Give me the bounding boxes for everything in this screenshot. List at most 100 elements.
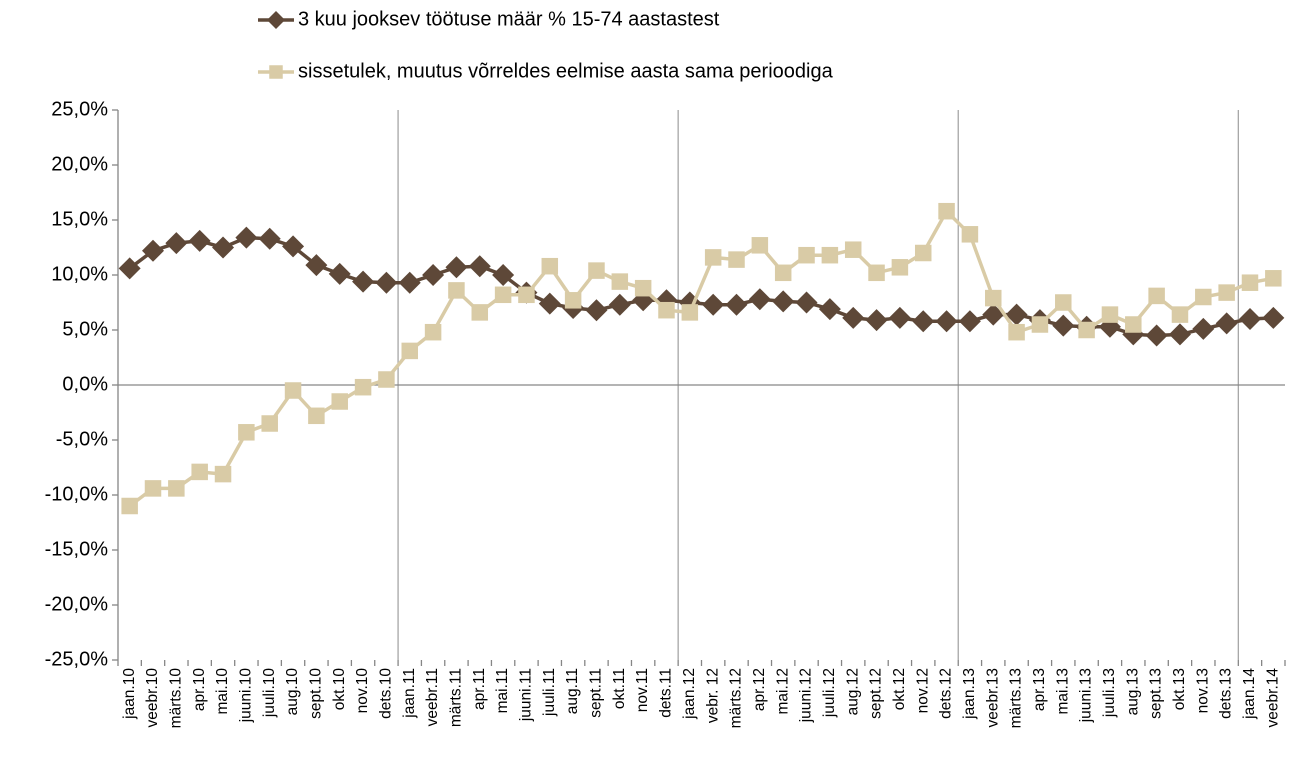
marker [168,480,185,497]
marker [1195,288,1212,306]
marker [1145,324,1168,347]
marker [331,393,348,410]
marker [935,310,958,333]
marker [121,497,138,515]
marker [611,273,629,290]
marker [1005,303,1028,326]
x-tick-label: sept.11 [588,668,605,718]
x-tick-label: okt.13 [1171,668,1188,710]
marker [538,292,561,315]
marker [235,226,258,249]
marker [518,286,535,304]
x-tick-label: aug.13 [1124,668,1141,715]
x-tick-label: apr.12 [751,668,768,711]
marker [212,236,235,259]
x-tick-label: okt.11 [611,668,628,709]
marker [728,251,745,268]
marker [1125,316,1142,333]
x-tick-label: mai.12 [774,668,791,715]
marker [702,293,725,316]
x-tick-label: aug.10 [284,668,301,716]
x-tick-label: märts.13 [1008,668,1025,728]
x-tick-label: jaan.14 [1241,668,1258,720]
x-tick-label: jaan.10 [121,668,138,720]
marker [865,309,888,332]
marker [1052,314,1075,337]
x-tick-label: jaan.11 [401,668,418,719]
legend-label: sissetulek, muutus võrreldes eelmise aas… [298,60,834,82]
marker [352,270,375,293]
marker [912,310,935,333]
x-tick-label: nov.12 [914,668,931,713]
marker [588,262,605,279]
marker [751,237,769,254]
marker [492,264,515,286]
marker [681,304,699,321]
marker [541,257,559,275]
marker [378,371,395,388]
x-tick-label: nov.11 [634,668,651,712]
marker [1171,306,1189,323]
x-tick-label: apr.11 [471,668,488,710]
x-tick-label: dets.12 [938,668,955,719]
y-tick-label: 15,0% [51,208,108,230]
marker [818,298,841,321]
x-tick-label: sept.12 [868,668,885,719]
x-tick-label: märts.10 [167,668,184,729]
x-tick-label: apr.10 [191,668,208,711]
y-tick-label: 5,0% [62,318,108,340]
marker [704,249,722,266]
x-tick-label: aug.12 [844,668,861,715]
marker [422,264,445,286]
series-line [128,208,1274,508]
marker [258,227,281,250]
y-tick-label: -25,0% [45,648,109,670]
marker [308,407,325,425]
marker [471,304,489,321]
marker [238,424,255,441]
y-tick-label: 20,0% [51,153,108,175]
y-tick-label: -20,0% [45,593,109,615]
marker [842,306,865,329]
marker [844,241,862,258]
x-tick-label: juuni.10 [237,668,254,724]
x-tick-label: sept.13 [1148,668,1165,719]
marker [958,310,981,333]
x-tick-label: juuli.10 [261,668,278,718]
marker [1008,323,1025,341]
y-tick-label: -10,0% [45,483,109,505]
y-tick-label: -5,0% [56,428,108,450]
x-tick-label: juuli.11 [541,668,558,717]
marker [284,382,302,399]
marker [725,293,748,316]
marker [1238,308,1261,330]
marker [868,264,885,282]
legend-label: 3 kuu jooksev töötuse määr % 15-74 aasta… [298,8,720,30]
marker [914,244,932,262]
marker [261,415,278,432]
x-tick-label: juuni.11 [518,668,535,722]
y-tick-label: 10,0% [51,263,108,285]
marker [424,323,442,341]
marker [448,282,465,299]
y-tick-label: -15,0% [45,538,109,560]
marker [1265,270,1282,287]
x-tick-label: nov.10 [354,668,371,714]
marker [188,229,211,252]
marker [118,257,141,280]
x-tick-label: nov.13 [1194,668,1211,713]
x-tick-label: veebr.13 [984,668,1001,727]
x-tick-label: mai.11 [494,668,511,713]
marker [1031,316,1049,333]
marker [1241,274,1259,291]
marker [468,255,491,278]
x-tick-label: mai.13 [1054,668,1071,715]
x-tick-label: apr.13 [1031,668,1048,711]
x-tick-label: sept.10 [307,668,324,719]
x-tick-label: märts.12 [728,668,745,728]
marker [282,235,305,258]
marker [821,246,839,264]
marker [165,232,188,255]
marker [772,290,795,313]
